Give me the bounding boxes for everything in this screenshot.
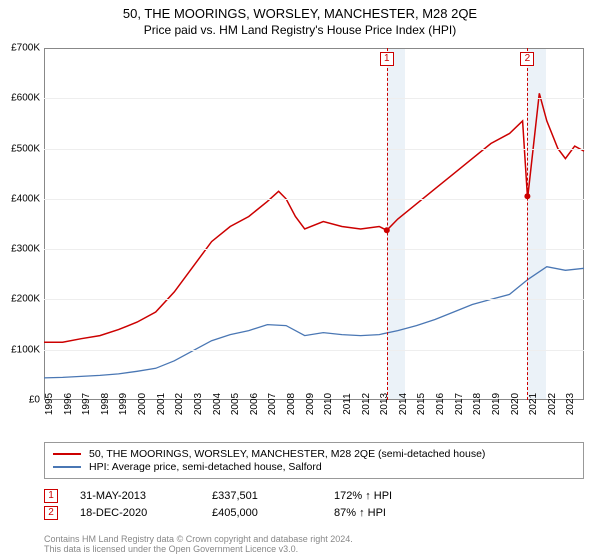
chart-svg [44,48,584,400]
x-axis-label: 1999 [118,393,129,415]
x-axis-label: 2011 [342,393,353,415]
series-hpi [44,267,584,378]
y-axis-label: £500K [0,143,40,154]
sale-pct: 172% ↑ HPI [334,490,424,502]
y-axis-label: £400K [0,193,40,204]
x-axis-label: 2004 [212,393,223,415]
sales-table: 1 31-MAY-2013 £337,501 172% ↑ HPI 2 18-DEC-20… [44,486,584,523]
sale-marker-box: 2 [520,52,534,66]
x-axis-label: 2014 [398,393,409,415]
legend: 50, THE MOORINGS, WORSLEY, MANCHESTER, M… [44,442,584,479]
x-axis-label: 2020 [510,393,521,415]
x-axis-label: 2021 [528,393,539,415]
title-line1: 50, THE MOORINGS, WORSLEY, MANCHESTER, M… [0,6,600,21]
x-axis-label: 2002 [174,393,185,415]
titles: 50, THE MOORINGS, WORSLEY, MANCHESTER, M… [0,0,600,37]
gridline-h [44,199,584,200]
x-axis-label: 2005 [230,393,241,415]
sale-date: 31-MAY-2013 [80,490,190,502]
y-axis-label: £600K [0,93,40,104]
y-axis-label: £300K [0,244,40,255]
sale-date: 18-DEC-2020 [80,507,190,519]
legend-label: HPI: Average price, semi-detached house,… [89,461,322,473]
y-axis-label: £700K [0,43,40,54]
x-axis-label: 1997 [81,393,92,415]
x-axis-label: 2013 [379,393,390,415]
gridline-h [44,350,584,351]
x-axis-label: 2010 [323,393,334,415]
sale-pct: 87% ↑ HPI [334,507,424,519]
x-axis-label: 2006 [249,393,260,415]
x-axis-label: 2000 [137,393,148,415]
sale-row-marker: 2 [44,506,58,520]
x-axis-label: 2003 [193,393,204,415]
gridline-h [44,249,584,250]
x-axis-label: 2019 [491,393,502,415]
x-axis-label: 2022 [547,393,558,415]
x-axis-label: 2009 [305,393,316,415]
footer-line1: Contains HM Land Registry data © Crown c… [44,534,584,544]
gridline-h [44,299,584,300]
x-axis-label: 2015 [416,393,427,415]
y-axis-label: £100K [0,344,40,355]
x-axis-label: 2017 [454,393,465,415]
x-axis-label: 1998 [100,393,111,415]
x-axis-label: 1995 [44,393,55,415]
footer-line2: This data is licensed under the Open Gov… [44,544,584,554]
gridline-h [44,98,584,99]
x-axis-label: 2018 [472,393,483,415]
sale-row-marker: 1 [44,489,58,503]
legend-label: 50, THE MOORINGS, WORSLEY, MANCHESTER, M… [89,448,485,460]
x-axis-label: 2023 [565,393,576,415]
x-axis-label: 2012 [361,393,372,415]
plot-area: £0£100K£200K£300K£400K£500K£600K£700K199… [44,48,584,400]
x-axis-label: 1996 [63,393,74,415]
sale-vline [527,48,528,400]
legend-swatch [53,466,81,468]
sale-row: 2 18-DEC-2020 £405,000 87% ↑ HPI [44,506,584,520]
y-axis-label: £200K [0,294,40,305]
sale-marker-box: 1 [380,52,394,66]
series-property [44,93,584,342]
footer: Contains HM Land Registry data © Crown c… [44,534,584,555]
sale-price: £405,000 [212,507,312,519]
y-axis-label: £0 [0,395,40,406]
chart-container: 50, THE MOORINGS, WORSLEY, MANCHESTER, M… [0,0,600,560]
x-axis-label: 2007 [267,393,278,415]
x-axis-label: 2001 [156,393,167,415]
sale-price: £337,501 [212,490,312,502]
sale-row: 1 31-MAY-2013 £337,501 172% ↑ HPI [44,489,584,503]
sale-vline [387,48,388,400]
gridline-h [44,149,584,150]
x-axis-label: 2016 [435,393,446,415]
legend-row: HPI: Average price, semi-detached house,… [53,461,575,473]
legend-swatch [53,453,81,455]
x-axis-label: 2008 [286,393,297,415]
title-line2: Price paid vs. HM Land Registry's House … [0,23,600,37]
legend-row: 50, THE MOORINGS, WORSLEY, MANCHESTER, M… [53,448,575,460]
